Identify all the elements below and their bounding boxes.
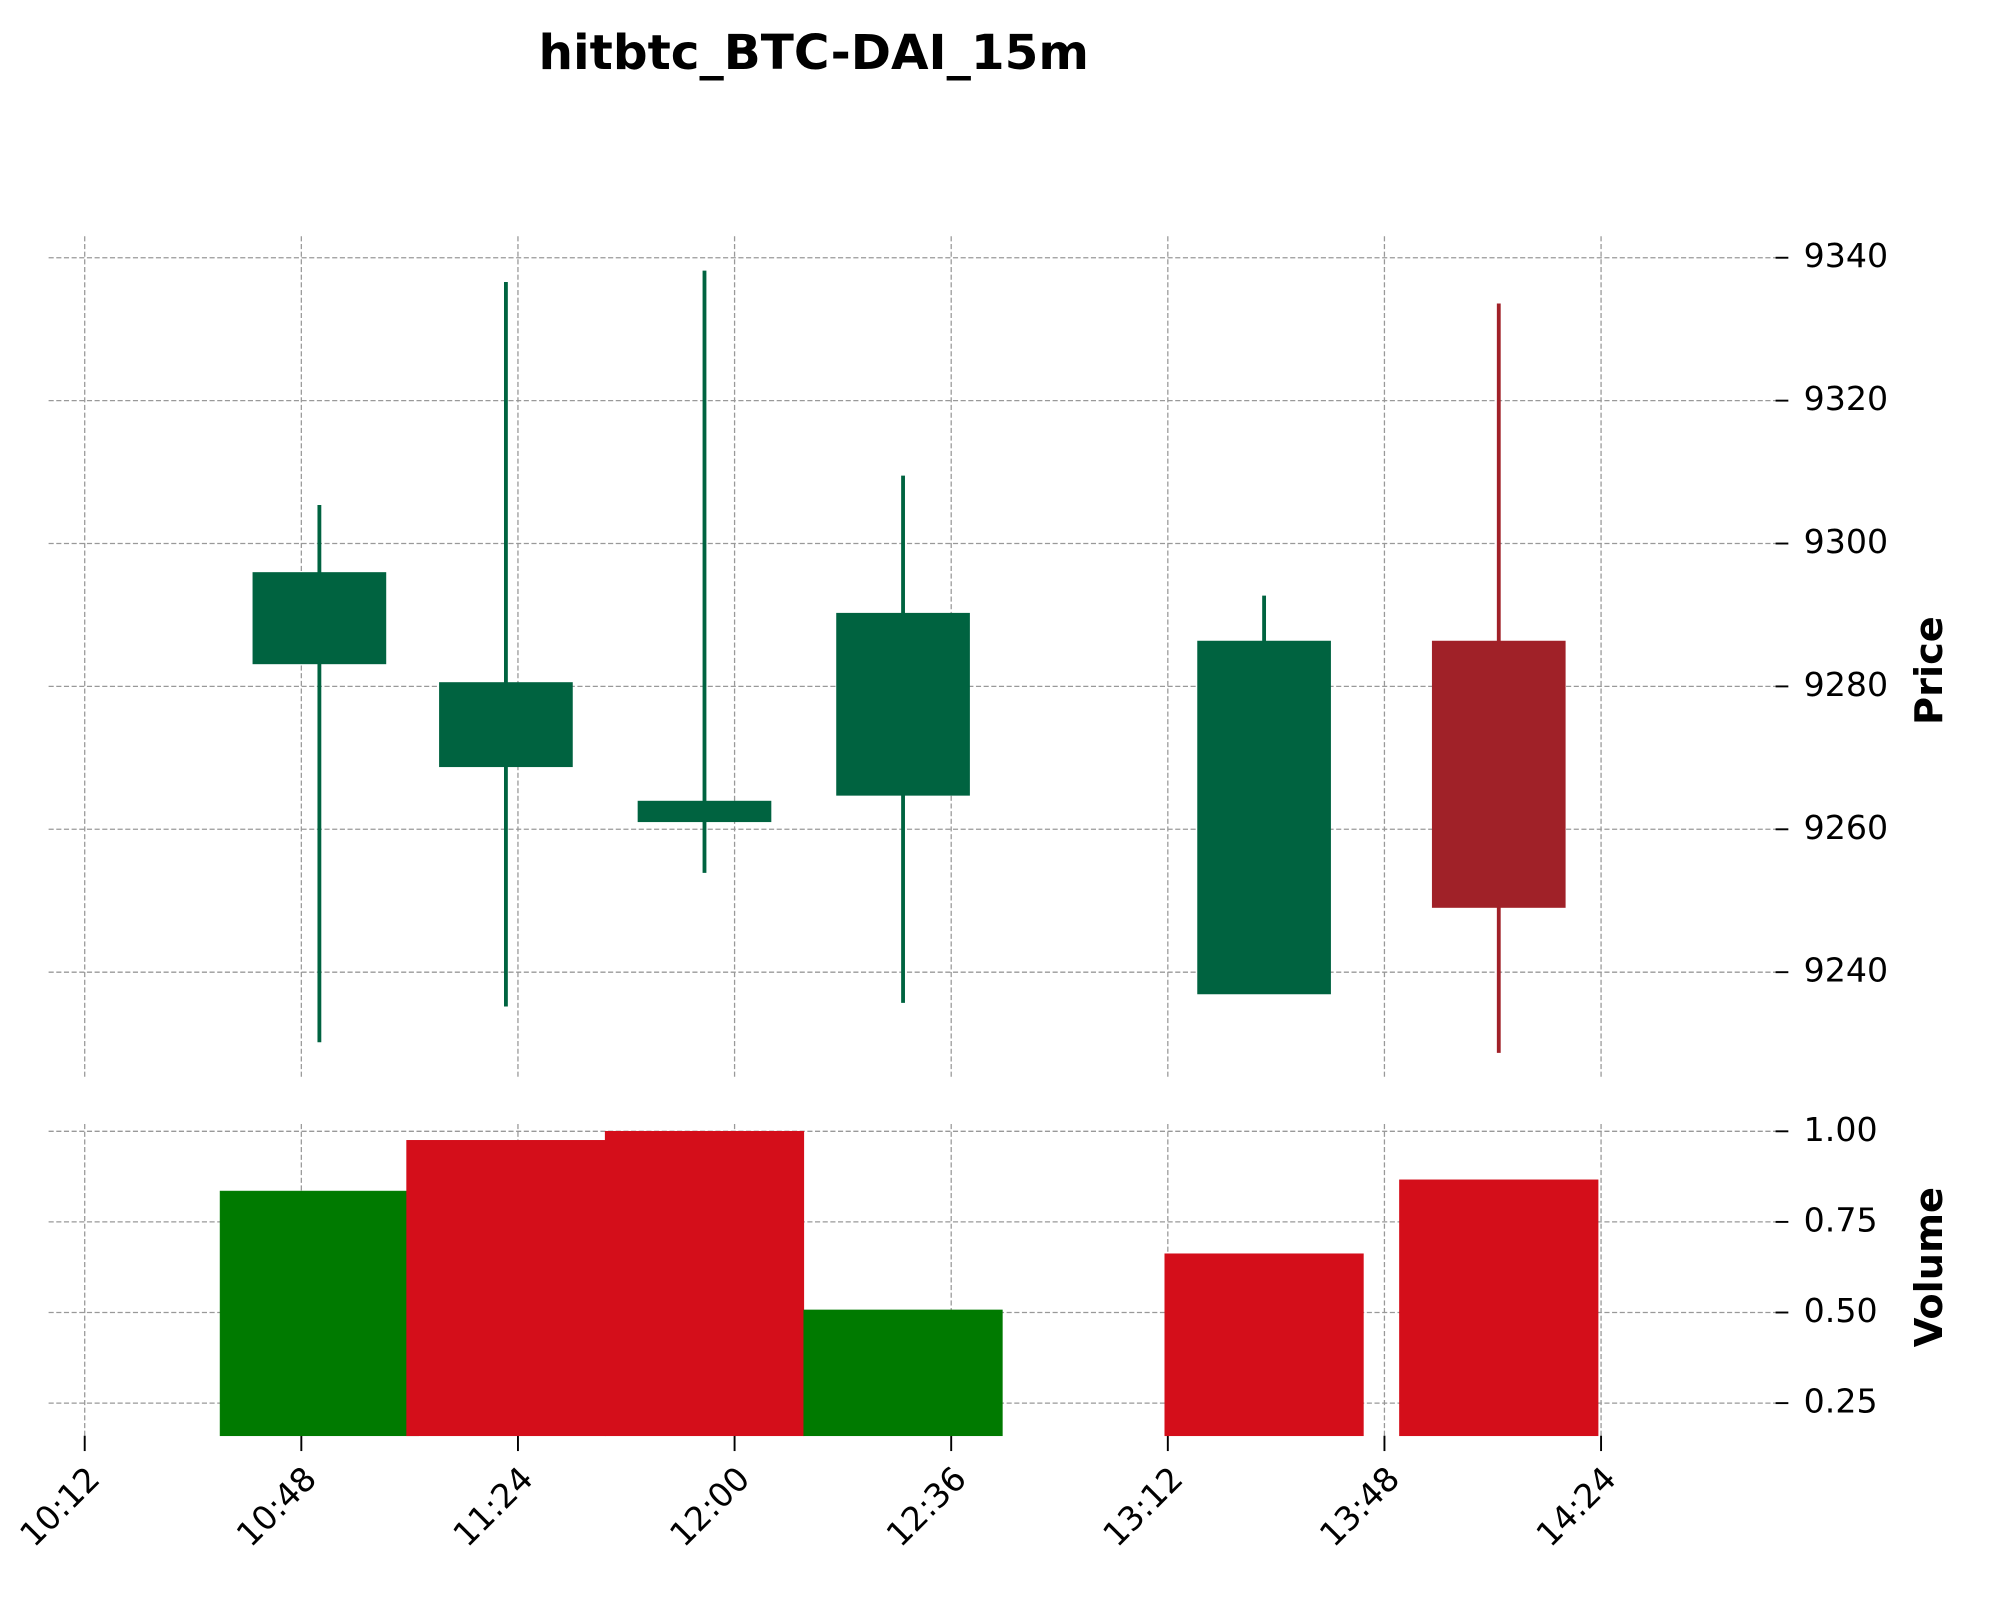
x-tick-label: 12:00: [662, 1459, 757, 1554]
volume-bar: [406, 1140, 606, 1437]
candle-body: [252, 572, 387, 665]
y-tick-label: 9280: [1804, 665, 1889, 704]
volume-bar: [604, 1130, 805, 1437]
y-tick-label: 9320: [1804, 379, 1889, 418]
x-tick-label: 11:24: [445, 1459, 540, 1554]
x-tick-label: 12:36: [879, 1459, 974, 1554]
y-tick-label: 0.25: [1804, 1382, 1878, 1421]
x-tick-label: 13:48: [1312, 1459, 1407, 1554]
y-axis-label: Price: [1907, 616, 1952, 725]
volume-bar: [803, 1309, 1003, 1437]
y-tick-label: 1.00: [1804, 1110, 1878, 1149]
y-tick-label: 0.50: [1804, 1291, 1878, 1330]
y-tick-label: 0.75: [1804, 1200, 1878, 1239]
chart-title: hitbtc_BTC-DAI_15m: [539, 25, 1089, 81]
x-tick-label: 10:12: [12, 1459, 107, 1554]
candle-body: [439, 682, 573, 768]
y-tick-label: 9240: [1804, 951, 1889, 990]
candle-body: [637, 800, 772, 823]
volume-bar: [1164, 1253, 1364, 1437]
x-tick-label: 14:24: [1528, 1459, 1623, 1554]
volume-bar: [219, 1190, 419, 1437]
candle-body: [1431, 640, 1566, 908]
candle-body: [1197, 640, 1331, 995]
x-tick-label: 13:12: [1095, 1459, 1190, 1554]
volume-bar: [1399, 1179, 1599, 1437]
y-tick-label: 9300: [1804, 522, 1889, 561]
y-tick-label: 9340: [1804, 236, 1889, 275]
volume-axis-label: Volume: [1907, 1187, 1952, 1347]
y-tick-label: 9260: [1804, 808, 1889, 847]
x-tick-label: 10:48: [229, 1459, 324, 1554]
candle-body: [836, 612, 970, 796]
